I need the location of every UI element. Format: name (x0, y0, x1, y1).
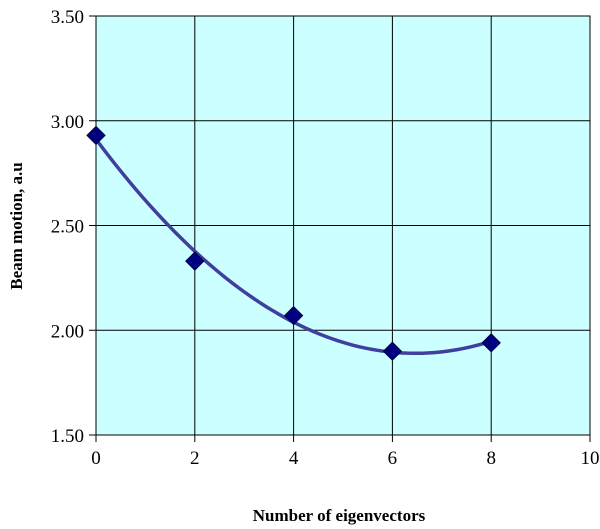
y-tick-label: 1.50 (51, 426, 84, 447)
data-point-marker (86, 125, 106, 146)
y-tick-label: 3.00 (51, 112, 84, 133)
x-tick-label: 8 (486, 448, 496, 469)
markers-group (86, 125, 501, 361)
y-axis-title: Beam motion, a.u (7, 162, 26, 290)
y-tick-label: 2.50 (51, 217, 84, 238)
x-axis-title: Number of eigenvectors (253, 506, 426, 525)
x-tick-label: 4 (289, 448, 299, 469)
x-tick-label: 10 (581, 448, 600, 469)
y-tick-label: 3.50 (51, 7, 84, 28)
x-tick-label: 0 (91, 448, 101, 469)
data-point-marker (283, 305, 304, 326)
data-point-marker (481, 333, 501, 353)
tick-labels: 0 2 4 6 8 10 1.50 2.00 2.50 3.00 3.50 (51, 7, 600, 469)
x-tick-label: 6 (388, 448, 398, 469)
y-tick-label: 2.00 (51, 321, 84, 342)
gridlines (89, 15, 591, 442)
x-tick-label: 2 (190, 448, 200, 469)
plot-border (95, 15, 591, 436)
data-point-marker (185, 251, 205, 271)
data-point-marker (382, 341, 403, 361)
